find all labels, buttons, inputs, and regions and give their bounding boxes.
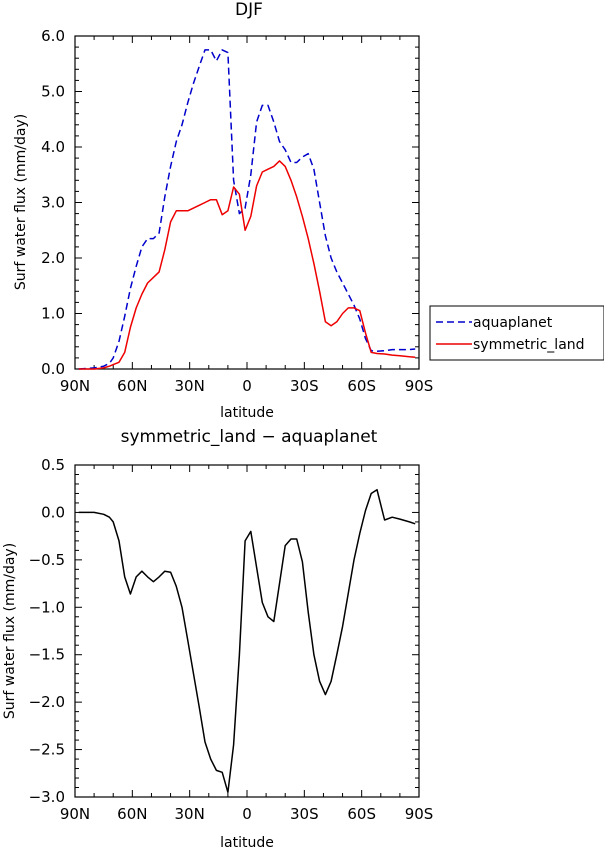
bottom-plot-frame — [74, 464, 420, 798]
bottom-panel: symmetric_land − aquaplanet 90N 60N 30N 0 30… — [2, 427, 433, 851]
top-y-tick-label: 1.0 — [41, 305, 65, 323]
bottom-x-tick-label: 30S — [290, 805, 319, 823]
bottom-series-line-difference — [78, 488, 416, 794]
top-x-tick-label: 0 — [242, 377, 252, 395]
top-x-tick-label: 60S — [347, 377, 376, 395]
bottom-x-tick-label: 90S — [405, 805, 434, 823]
bottom-y-axis-label: Surf water flux (mm/day) — [2, 543, 18, 719]
bottom-ticks: 90N 60N 30N 0 30S 60S 90S −3.0 −2.5 −2.0 −1.5 −1.0 −… — [29, 456, 434, 823]
top-y-tick-label: 0.0 — [41, 360, 65, 378]
legend-label-symmetric-land: symmetric_land — [473, 337, 585, 353]
bottom-x-tick-label: 30N — [175, 805, 205, 823]
legend-box — [429, 305, 604, 361]
bottom-y-tick-label: −1.0 — [29, 598, 65, 616]
top-x-tick-label: 30S — [290, 377, 319, 395]
bottom-y-tick-label: −3.0 — [29, 788, 65, 806]
legend-label-aquaplanet: aquaplanet — [473, 315, 553, 331]
top-y-tick-label: 3.0 — [41, 194, 65, 212]
top-x-tick-label: 30N — [175, 377, 205, 395]
top-series-group — [78, 49, 416, 370]
top-y-tick-label: 4.0 — [41, 138, 65, 156]
top-y-tick-label: 5.0 — [41, 83, 65, 101]
top-y-tick-label: 2.0 — [41, 249, 65, 267]
legend: aquaplanet symmetric_land — [429, 305, 604, 361]
top-ticks: 90N 60N 30N 0 30S 60S 90S 0.0 1.0 2.0 3.0 4.0 5.0 6.0 — [41, 27, 433, 395]
top-y-axis-label: Surf water flux (mm/day) — [13, 114, 29, 290]
top-x-tick-label: 90N — [60, 377, 90, 395]
top-series-line-aquaplanet — [78, 49, 416, 370]
bottom-x-axis-label: latitude — [220, 835, 274, 851]
bottom-x-tick-label: 90N — [60, 805, 90, 823]
top-y-tick-label: 6.0 — [41, 27, 65, 45]
bottom-y-tick-label: −2.5 — [29, 741, 65, 759]
top-series-line-symmetric-land — [78, 160, 416, 370]
bottom-y-tick-label: −0.5 — [29, 551, 65, 569]
bottom-x-tick-label: 0 — [242, 805, 252, 823]
top-plot-frame — [74, 35, 420, 370]
bottom-y-tick-label: −2.0 — [29, 693, 65, 711]
bottom-y-tick-label: −1.5 — [29, 646, 65, 664]
bottom-y-tick-label: 0.0 — [41, 503, 65, 521]
top-x-tick-label: 90S — [405, 377, 434, 395]
bottom-y-tick-label: 0.5 — [41, 456, 65, 474]
bottom-chart-title: symmetric_land − aquaplanet — [121, 427, 378, 447]
bottom-series-group — [78, 488, 416, 794]
bottom-x-tick-label: 60N — [117, 805, 147, 823]
top-panel: DJF 90N 60N 30N 0 30S 60S 90S 0.0 1.0 2.0 3.0 4.0 5.… — [13, 0, 604, 421]
bottom-x-tick-label: 60S — [347, 805, 376, 823]
top-x-axis-label: latitude — [220, 405, 274, 421]
top-chart-title: DJF — [235, 0, 263, 20]
top-x-tick-label: 60N — [117, 377, 147, 395]
